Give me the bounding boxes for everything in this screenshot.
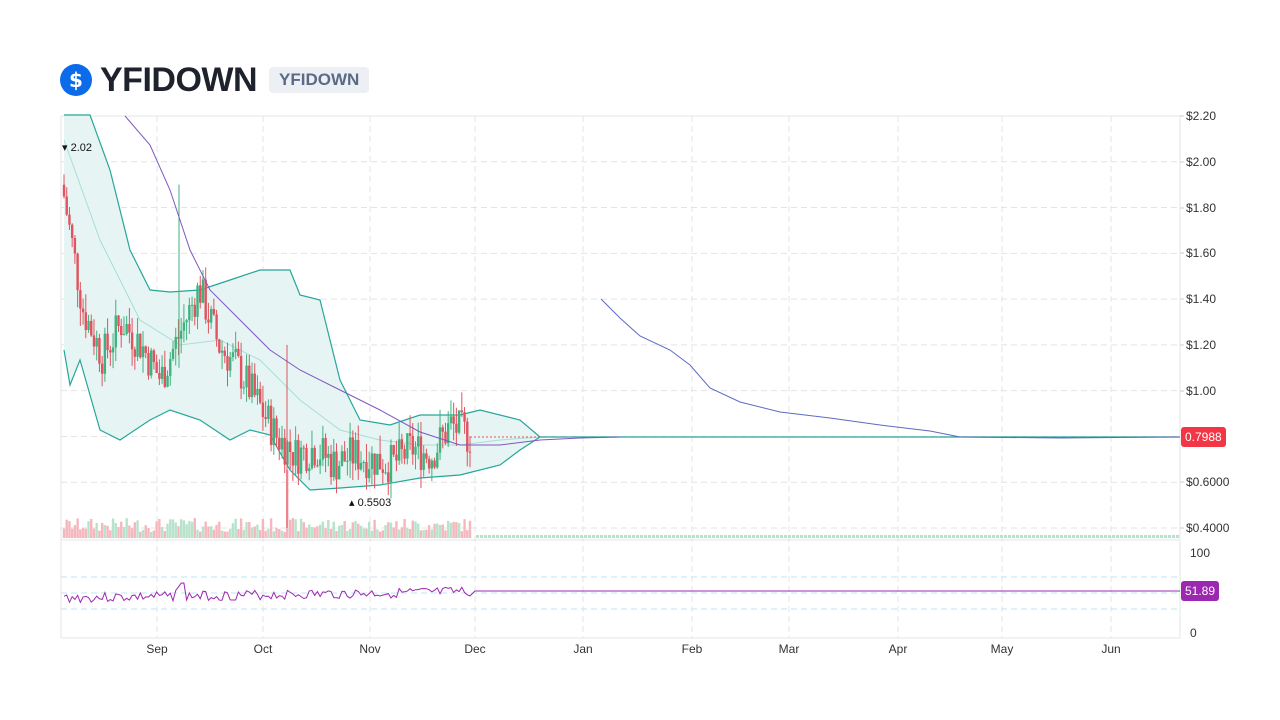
page-title: YFIDOWN xyxy=(100,60,258,99)
price-tick: $0.6000 xyxy=(1186,475,1230,489)
moving-average-line xyxy=(124,115,1181,446)
volume-bars xyxy=(62,470,1179,538)
rsi-pane xyxy=(61,539,1180,610)
rsi-value-tag: 51.89 xyxy=(1181,581,1220,601)
bollinger-bands xyxy=(63,114,1180,491)
low-annotation: ▴ 0.5503 xyxy=(349,497,391,509)
time-tick: Apr xyxy=(889,642,908,656)
price-tick: $1.20 xyxy=(1186,338,1216,352)
price-tick: $1.00 xyxy=(1186,384,1216,398)
candlesticks xyxy=(62,174,472,528)
time-tick: Jun xyxy=(1101,642,1120,656)
chart-grid xyxy=(60,115,1181,639)
chart-header: $ YFIDOWN YFIDOWN xyxy=(60,60,370,100)
time-tick: Feb xyxy=(682,642,703,656)
rsi-tick: 100 xyxy=(1190,546,1210,560)
annotations: ▾ 2.02 ▴ 0.5503 xyxy=(62,142,391,509)
price-tick: $1.80 xyxy=(1186,201,1216,215)
price-tick: $2.00 xyxy=(1186,155,1216,169)
rsi-tick: 0 xyxy=(1190,626,1197,640)
axes: $2.20 $2.00 $1.80 $1.60 $1.40 $1.20 $1.00 $0.60… xyxy=(146,109,1229,656)
price-tick: $2.20 xyxy=(1186,109,1216,123)
price-tick: $1.40 xyxy=(1186,292,1216,306)
price-tick: $0.4000 xyxy=(1186,521,1230,535)
yfi-logo-icon: $ xyxy=(60,64,92,96)
time-tick: Oct xyxy=(254,642,273,656)
time-tick: Mar xyxy=(779,642,800,656)
time-tick: Jan xyxy=(573,642,592,656)
time-tick: Dec xyxy=(464,642,485,656)
last-price-tag: 0.7988 xyxy=(1181,427,1226,447)
high-annotation: ▾ 2.02 xyxy=(62,142,92,154)
symbol-badge: YFIDOWN xyxy=(269,67,370,93)
time-tick: Nov xyxy=(359,642,380,656)
time-tick: Sep xyxy=(146,642,168,656)
price-tick: $1.60 xyxy=(1186,246,1216,260)
time-tick: May xyxy=(991,642,1014,656)
